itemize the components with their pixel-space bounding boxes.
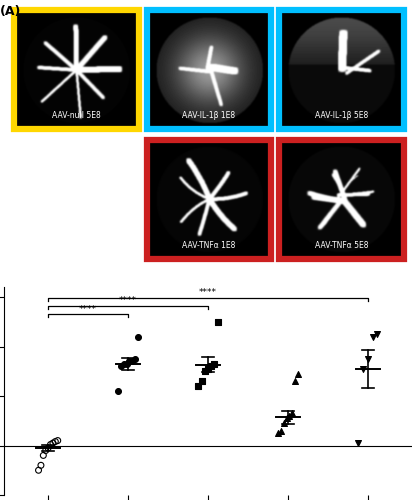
Point <box>37 462 44 469</box>
Point <box>369 332 376 340</box>
Point <box>275 429 282 437</box>
Point <box>355 439 362 447</box>
Point <box>205 365 211 373</box>
Point <box>118 362 124 370</box>
Text: ****: **** <box>119 296 137 306</box>
Point <box>124 360 130 368</box>
Text: AAV-TNFα 1E8: AAV-TNFα 1E8 <box>182 241 236 250</box>
Point <box>126 358 133 366</box>
Point <box>201 368 208 376</box>
Point <box>129 358 136 366</box>
Point <box>360 365 366 373</box>
Text: AAV-null 5E8: AAV-null 5E8 <box>52 111 101 120</box>
Point <box>115 387 122 395</box>
Text: ****: **** <box>199 288 217 297</box>
Point <box>292 377 298 385</box>
Point <box>45 444 52 452</box>
Point <box>294 370 301 378</box>
Bar <box>280 140 404 259</box>
Point <box>42 446 49 454</box>
Point <box>211 360 218 368</box>
Point <box>35 466 42 474</box>
Point <box>121 360 127 368</box>
Point <box>131 355 138 363</box>
Point <box>214 318 221 326</box>
Point <box>195 382 202 390</box>
Point <box>198 377 205 385</box>
Point <box>54 436 61 444</box>
Bar <box>280 10 404 130</box>
Point <box>134 332 141 340</box>
Text: (A): (A) <box>0 5 22 18</box>
Point <box>40 452 47 460</box>
Point <box>374 330 381 338</box>
Point <box>289 410 295 418</box>
Bar <box>14 10 139 130</box>
Text: AAV-IL-1β 5E8: AAV-IL-1β 5E8 <box>315 111 368 120</box>
Text: AAV-TNFα 5E8: AAV-TNFα 5E8 <box>315 241 368 250</box>
Point <box>47 440 54 448</box>
Point <box>364 355 371 363</box>
Bar <box>147 140 271 259</box>
Text: ****: **** <box>79 305 97 314</box>
Point <box>286 412 292 420</box>
Point <box>280 419 287 427</box>
Point <box>278 426 285 434</box>
Bar <box>147 10 271 130</box>
Text: AAV-IL-1β 1E8: AAV-IL-1β 1E8 <box>183 111 235 120</box>
Point <box>52 438 59 446</box>
Point <box>50 439 56 447</box>
Point <box>283 414 290 422</box>
Point <box>208 362 215 370</box>
